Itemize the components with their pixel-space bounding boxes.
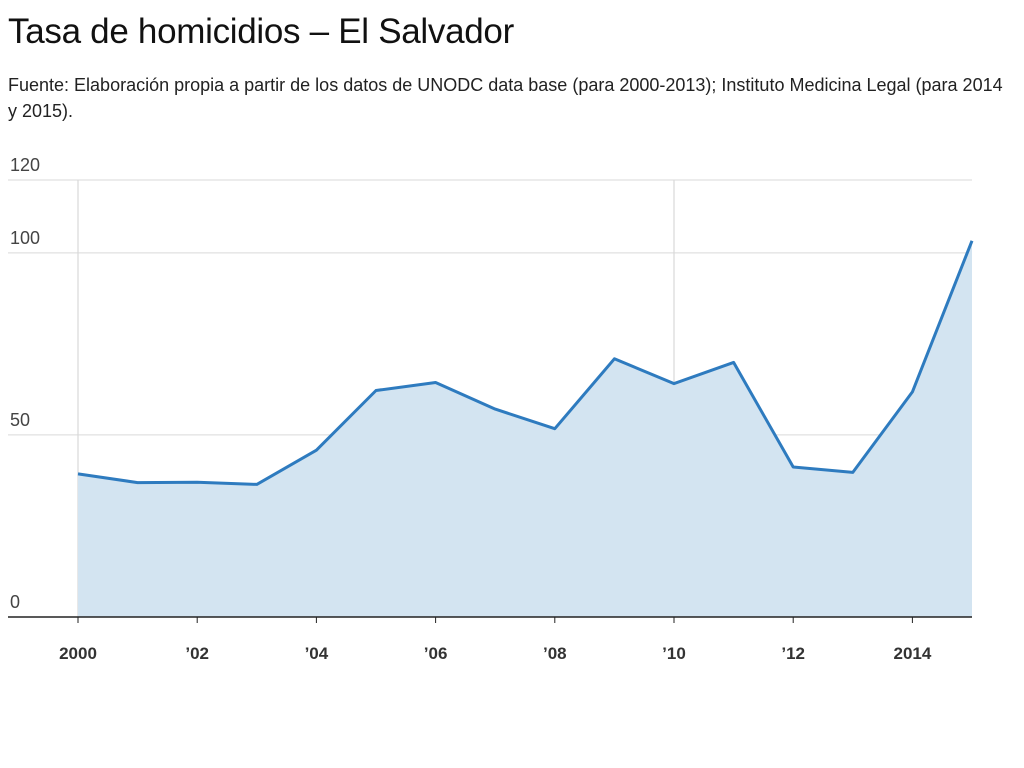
y-axis-ticks: 0 50 100 120 bbox=[10, 155, 40, 612]
x-tick-label-2008: ’08 bbox=[543, 644, 567, 663]
x-tick-label-2006: ’06 bbox=[424, 644, 448, 663]
x-tick-label-2012: ’12 bbox=[781, 644, 805, 663]
x-axis-ticks: 2000 ’02 ’04 ’06 ’08 ’10 ’12 2014 bbox=[59, 617, 932, 663]
area-fill bbox=[78, 240, 972, 618]
y-tick-label-100: 100 bbox=[10, 228, 40, 248]
x-tick-label-2000: 2000 bbox=[59, 644, 97, 663]
series-line bbox=[77, 240, 974, 486]
data-points bbox=[77, 240, 973, 485]
x-tick-label-2002: ’02 bbox=[185, 644, 209, 663]
y-tick-label-0: 0 bbox=[10, 592, 20, 612]
y-tick-label-50: 50 bbox=[10, 410, 30, 430]
chart-title: Tasa de homicidios – El Salvador bbox=[8, 12, 514, 51]
y-tick-label-120: 120 bbox=[10, 155, 40, 175]
x-tick-label-2010: ’10 bbox=[662, 644, 686, 663]
x-tick-label-2014: 2014 bbox=[893, 644, 931, 663]
chart-source-note: Fuente: Elaboración propia a partir de l… bbox=[8, 75, 1003, 121]
x-tick-label-2004: ’04 bbox=[305, 644, 329, 663]
